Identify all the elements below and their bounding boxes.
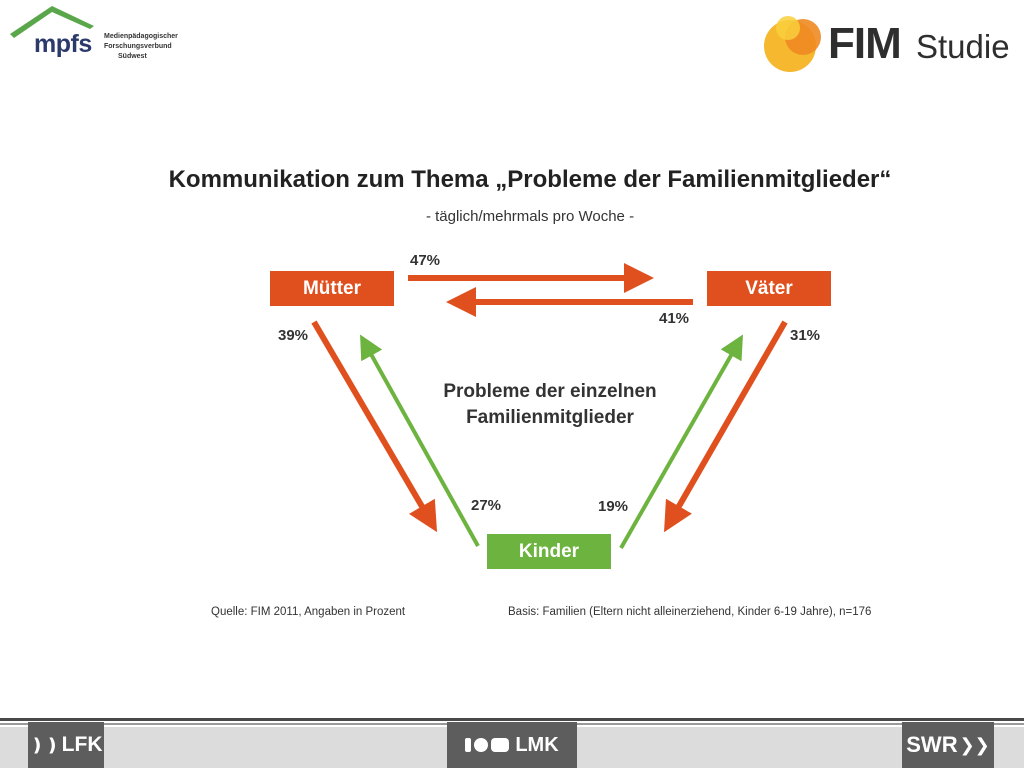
mpfs-subtitle-line-3: Südwest (118, 53, 147, 60)
fim-studie-logo: FIM Studie (760, 10, 1015, 75)
lmk-shapes-icon (465, 738, 510, 752)
lmk-logo: LMK (447, 722, 577, 768)
basis-note: Basis: Familien (Eltern nicht alleinerzi… (508, 606, 872, 618)
diagram-title: Kommunikation zum Thema „Probleme der Fa… (168, 166, 892, 193)
label-children-to-mothers: 27% (471, 497, 502, 514)
source-note: Quelle: FIM 2011, Angaben in Prozent (211, 606, 406, 618)
center-label: Probleme der einzelnen Familienmitgliede… (400, 379, 700, 431)
arrow-mothers-to-children (311, 320, 438, 533)
mpfs-subtitle-line-2: Forschungsverbund (104, 43, 172, 50)
swr-chevrons-icon: ❯❯ (959, 734, 990, 755)
lfk-logo-text: LFK (61, 733, 103, 756)
label-fathers-to-children: 31% (790, 327, 821, 344)
swr-logo-text: SWR (906, 732, 958, 757)
center-label-line-1: Probleme der einzelnen (443, 381, 657, 402)
mpfs-logo-name: mpfs (34, 30, 92, 58)
lmk-logo-text: LMK (515, 733, 559, 756)
arrow-children-to-fathers (619, 334, 743, 549)
node-fathers: Väter (707, 271, 831, 306)
lfk-chevrons-icon: ❫❫ (29, 734, 60, 755)
arrow-fathers-to-children (664, 320, 788, 533)
swr-logo: SWR ❯❯ (902, 722, 994, 768)
house-roof-icon (10, 6, 94, 38)
node-mothers: Mütter (270, 271, 394, 306)
node-children: Kinder (487, 534, 611, 569)
mpfs-logo: mpfs Medienpädagogischer Forschungsverbu… (6, 2, 178, 64)
arrow-children-to-mothers (360, 334, 480, 547)
fim-logo-word: FIM (828, 19, 902, 68)
center-label-line-2: Familienmitglieder (466, 407, 634, 428)
diagram-subtitle: - täglich/mehrmals pro Woche - (425, 208, 635, 225)
fim-logo-suffix: Studie (916, 28, 1010, 65)
sun-circles-icon (764, 16, 821, 72)
lfk-logo: ❫❫ LFK (28, 722, 104, 768)
label-mothers-to-children: 39% (278, 327, 309, 344)
label-fathers-to-mothers: 41% (659, 310, 690, 327)
mpfs-subtitle-line-1: Medienpädagogischer (104, 33, 178, 40)
label-children-to-fathers: 19% (598, 498, 629, 515)
label-mothers-to-fathers: 47% (410, 252, 441, 269)
